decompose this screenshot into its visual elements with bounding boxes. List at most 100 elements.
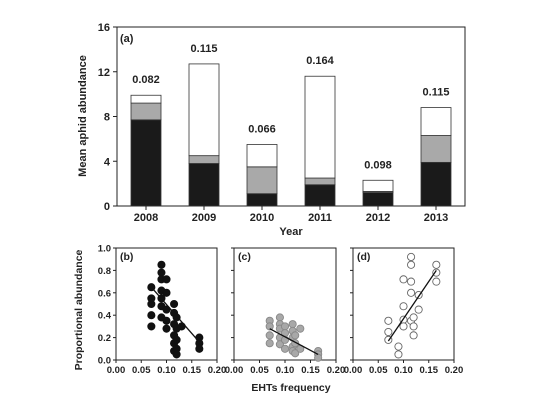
panel-b-point — [162, 316, 171, 325]
panel-d-point — [394, 342, 403, 351]
panel-b-point — [147, 322, 156, 331]
panel-b-xtick-label: 0.05 — [132, 365, 151, 376]
panel-b-ytick-label: 0.0 — [98, 356, 111, 367]
panel-b-point — [172, 350, 181, 359]
panel-a-xtick-label: 2012 — [366, 212, 390, 224]
panel-b-point — [157, 260, 166, 269]
panel-b-xtick-label: 0.10 — [157, 365, 176, 376]
panel-c-xtick-label: 0.10 — [276, 365, 295, 376]
bar-segment-2010-2 — [246, 144, 278, 168]
panel-c-fit-line — [269, 328, 319, 355]
lower-xlabel: EHTs frequency — [251, 382, 330, 394]
bar-annotation: 0.115 — [191, 43, 218, 55]
panel-b-xtick-label: 0.00 — [107, 365, 126, 376]
panel-d-point — [407, 277, 416, 286]
panel-c-point — [314, 353, 323, 362]
bar-segment-2008-1 — [130, 102, 162, 121]
bar-segment-2010-1 — [246, 166, 278, 195]
panel-a-ytick-label: 12 — [98, 67, 110, 79]
panel-d-point — [384, 316, 393, 325]
panel-b-ytick-label: 0.8 — [98, 266, 111, 277]
panel-a-xtick-label: 2011 — [308, 212, 332, 224]
panel-d-point — [394, 350, 403, 359]
panel-d-point — [409, 331, 418, 340]
panel-b-ytick-label: 0.4 — [98, 311, 112, 322]
panel-a-label: (a) — [120, 33, 134, 45]
panel-d-xtick-label: 0.00 — [344, 365, 363, 376]
panel-c-point — [280, 322, 290, 331]
panel-a-ytick-label: 16 — [98, 22, 110, 34]
bar-annotation: 0.082 — [132, 74, 160, 86]
panel-d-point — [399, 322, 408, 331]
panel-d-point — [432, 268, 441, 277]
bar-segment-2009-0 — [188, 163, 220, 207]
panel-a-xlabel: Year — [279, 226, 303, 238]
bar-annotation: 0.066 — [248, 123, 276, 135]
panel-d-point — [409, 313, 418, 322]
panel-c-point — [280, 344, 290, 353]
bar-annotation: 0.098 — [364, 159, 392, 171]
panel-b-point — [170, 299, 179, 309]
panel-b-point — [157, 268, 166, 277]
bar-segment-2011-2 — [304, 75, 336, 179]
panel-c-point — [296, 324, 305, 333]
bar-segment-2011-1 — [304, 177, 336, 186]
panel-d-xtick-label: 0.10 — [394, 365, 413, 376]
panel-a-xtick-label: 2013 — [424, 212, 448, 224]
panel-b-xtick-label: 0.20 — [208, 365, 227, 376]
bar-segment-2009-2 — [188, 63, 220, 157]
panel-b-xtick-label: 0.15 — [183, 365, 202, 376]
panel-c-point — [288, 320, 297, 329]
panel-a-ytick-label: 4 — [104, 156, 111, 168]
panel-b-ytick-label: 0.2 — [98, 333, 111, 344]
bar-segment-2013-2 — [420, 107, 452, 136]
panel-c-point — [275, 313, 284, 322]
panel-d-point — [407, 260, 416, 269]
panel-a-xtick-label: 2008 — [134, 212, 158, 224]
panel-b-point — [162, 324, 171, 333]
panel-c-point — [265, 331, 274, 340]
panel-b-ytick-label: 1.0 — [98, 244, 111, 255]
panel-a-ytick-label: 8 — [104, 112, 110, 124]
panel-b-label: (b) — [120, 251, 133, 263]
bar-segment-2012-2 — [362, 179, 394, 192]
panel-a-ylabel: Mean aphid abundance — [77, 55, 89, 177]
panel-c-point — [275, 340, 284, 349]
bar-segment-2012-0 — [362, 192, 394, 207]
bar-segment-2013-1 — [420, 135, 452, 163]
panel-c-xtick-label: 0.15 — [301, 365, 320, 376]
panel-c-point — [265, 339, 274, 348]
panel-d-point — [414, 305, 423, 314]
lower-ylabel: Proportional abundance — [73, 249, 85, 370]
panel-b-point — [147, 294, 156, 303]
panel-d-point — [407, 288, 416, 297]
panel-d-point — [407, 252, 416, 262]
bar-annotation: 0.115 — [423, 87, 450, 99]
panel-b-point — [172, 313, 181, 322]
bar-segment-2008-2 — [130, 94, 162, 104]
panel-d-point — [399, 275, 408, 284]
panel-d-point — [384, 327, 393, 337]
panel-d-xtick-label: 0.15 — [420, 365, 439, 376]
panel-a-xtick-label: 2010 — [250, 212, 274, 224]
bar-segment-2009-1 — [188, 155, 220, 164]
bar-segment-2008-0 — [130, 119, 162, 207]
panel-d-label: (d) — [357, 251, 370, 263]
panel-b-ytick-label: 0.6 — [98, 288, 111, 299]
panel-c-point — [291, 349, 300, 358]
panel-a-xtick-label: 2009 — [192, 212, 216, 224]
panel-c-point — [291, 331, 300, 340]
panel-d-point — [432, 277, 441, 286]
panel-c-point — [265, 322, 274, 331]
panel-c-xtick-label: 0.00 — [225, 365, 244, 376]
panel-b-point — [195, 344, 204, 353]
bar-segment-2010-0 — [246, 193, 278, 207]
panel-b-point — [162, 275, 171, 284]
bar-segment-2013-0 — [420, 161, 452, 207]
panel-d-fit-line — [387, 270, 437, 342]
panel-b-point — [162, 288, 171, 297]
panel-a-ytick-label: 0 — [104, 201, 110, 213]
panel-c-label: (c) — [238, 251, 251, 263]
panel-b-point — [172, 335, 181, 344]
